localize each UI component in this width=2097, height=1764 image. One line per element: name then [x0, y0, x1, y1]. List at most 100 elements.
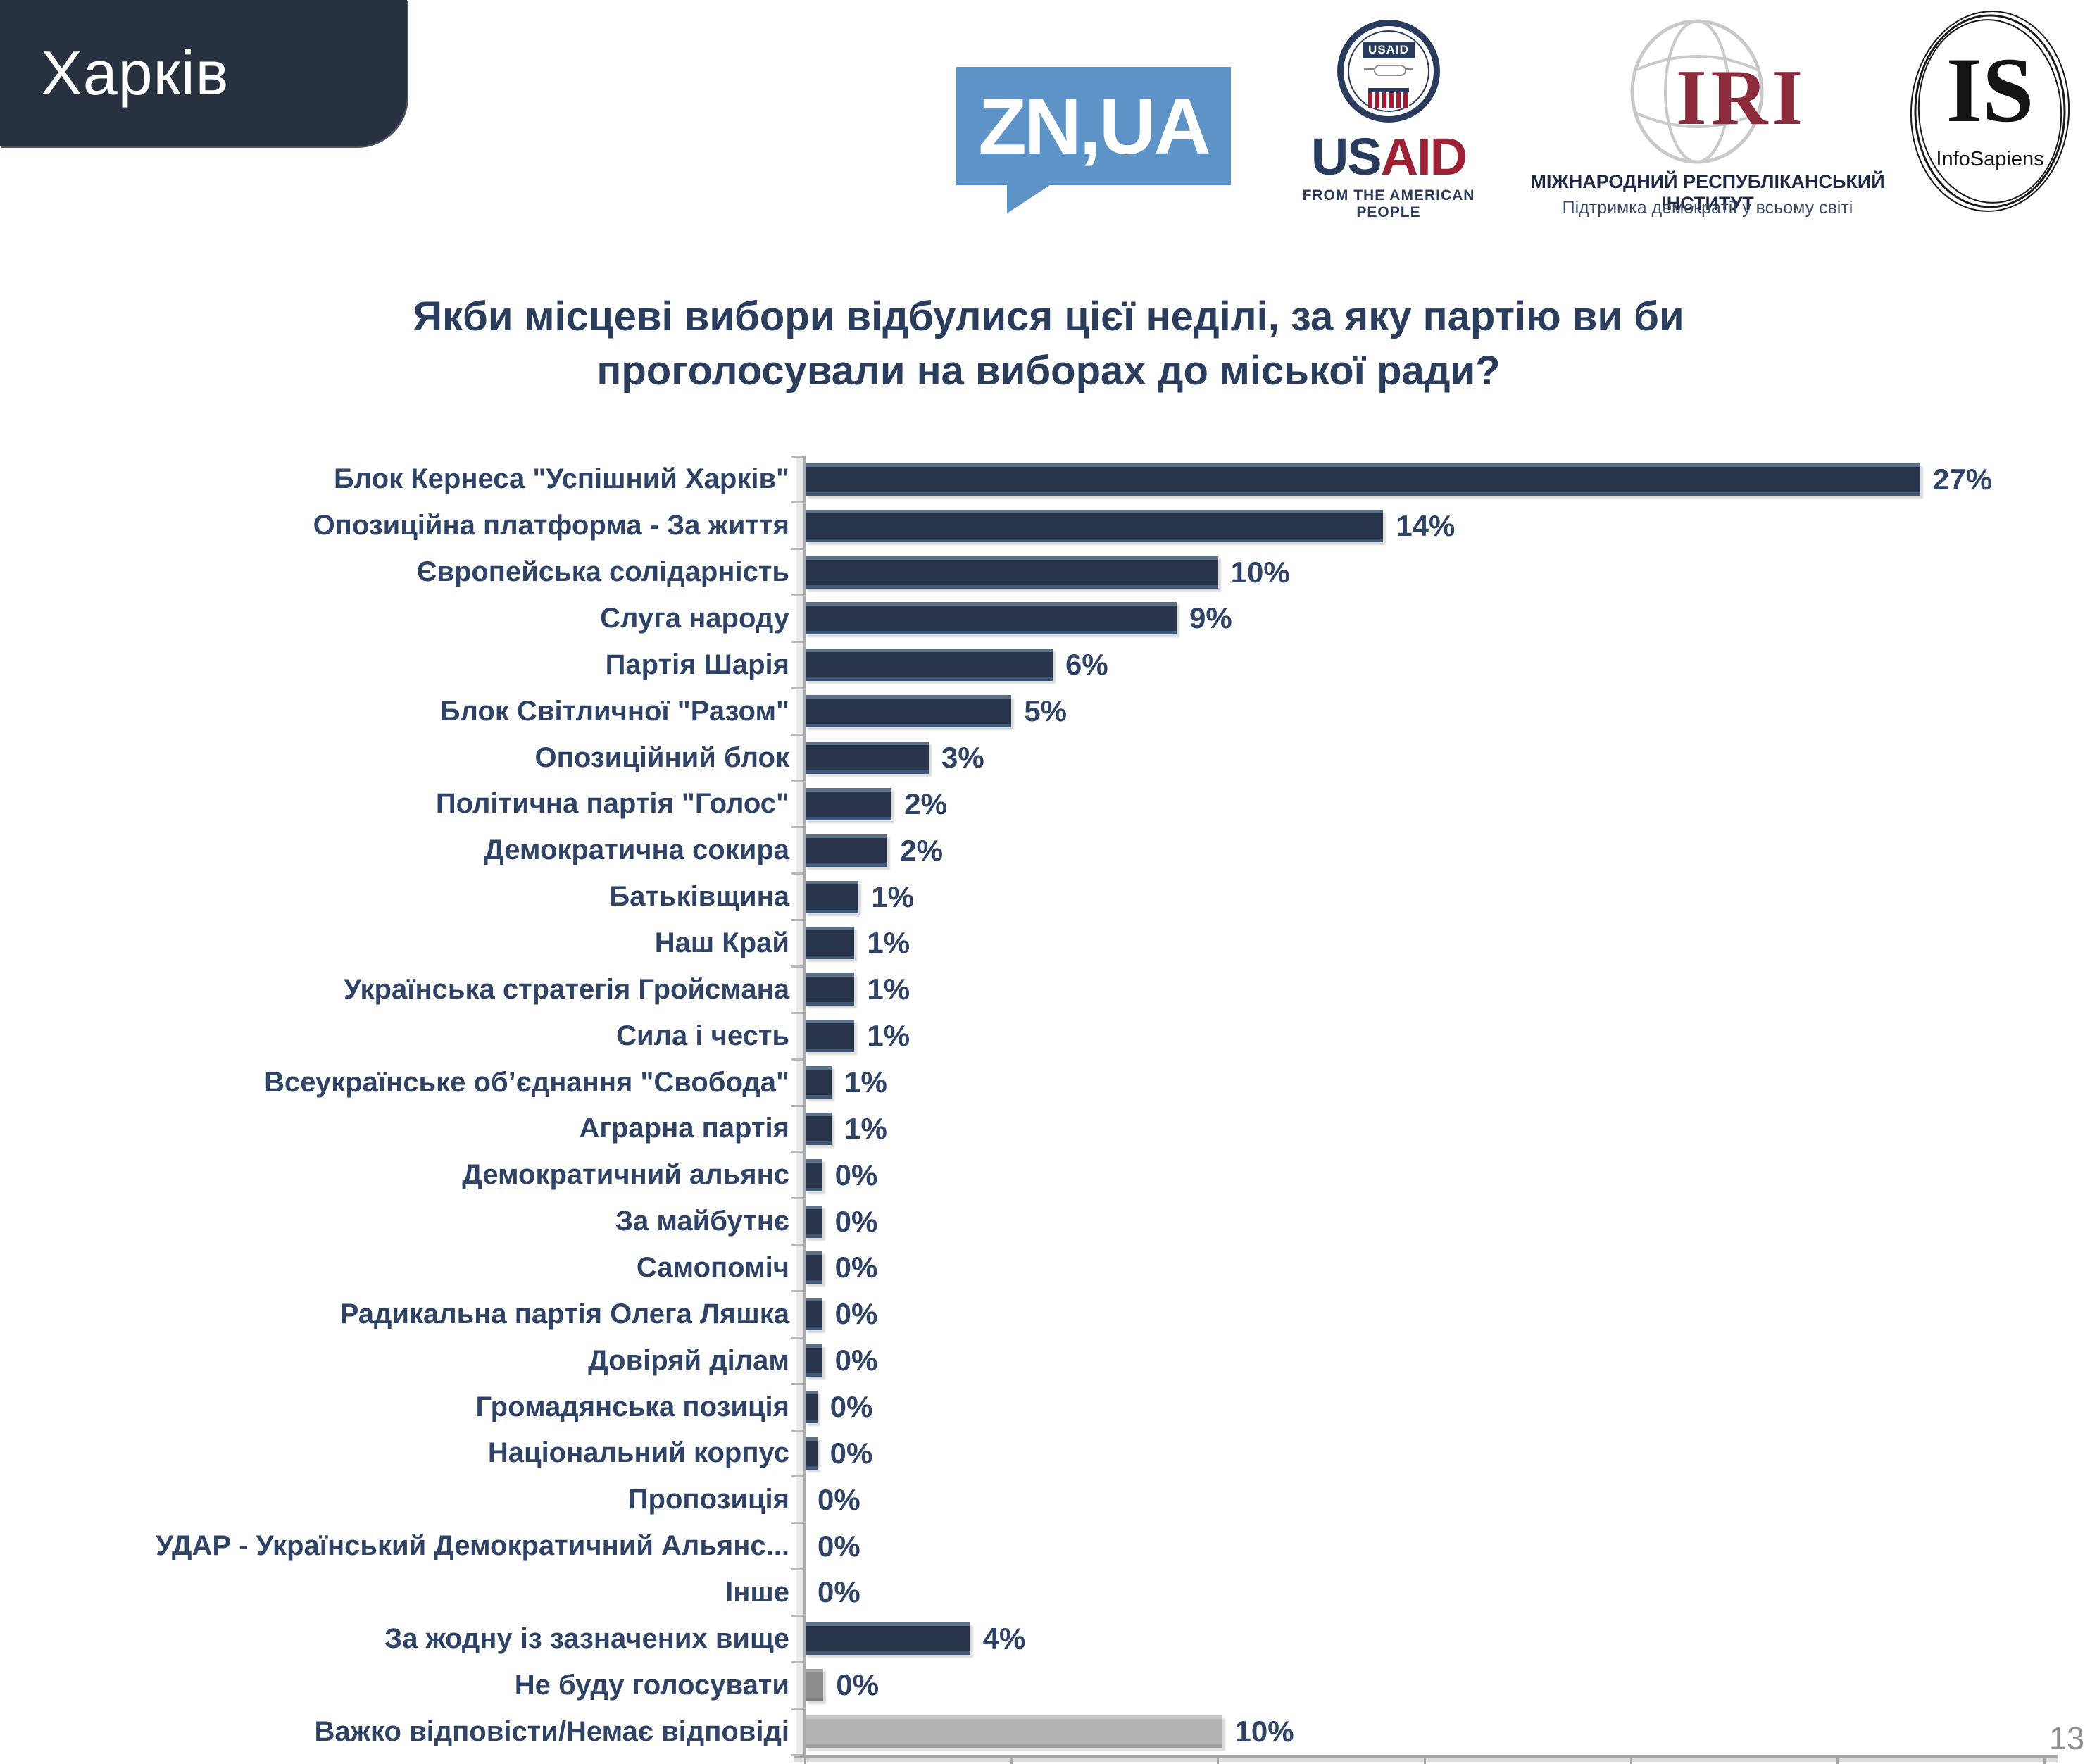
znua-logo-text: ZN,UA: [978, 82, 1210, 170]
category-label: Пропозиція: [627, 1484, 789, 1515]
category-label: Важко відповісти/Немає відповіді: [314, 1715, 789, 1747]
bar: [805, 1437, 818, 1470]
y-tick: [791, 965, 803, 968]
chart-row: Не буду голосувати 0%: [0, 1662, 2044, 1708]
y-tick: [791, 1058, 803, 1061]
value-label: 9%: [1189, 601, 1232, 635]
bar: [805, 1066, 832, 1099]
value-label: 0%: [834, 1297, 878, 1331]
usaid-wordmark-us: US: [1310, 127, 1382, 186]
row-plot: 0%: [805, 1245, 2044, 1291]
chart-row: Аграрна партія 1%: [0, 1106, 2044, 1152]
value-label: 4%: [982, 1622, 1026, 1656]
row-plot: 1%: [805, 874, 2044, 920]
page-title-line1: Якби місцеві вибори відбулися цієї неділ…: [413, 294, 1684, 339]
bar: [805, 602, 1177, 635]
row-plot: 14%: [805, 503, 2044, 549]
category-label: Національний корпус: [487, 1437, 789, 1469]
y-tick: [791, 1660, 803, 1663]
value-label: 1%: [844, 1065, 887, 1099]
chart-row: Довіряй ділам 0%: [0, 1337, 2044, 1384]
value-label: 14%: [1396, 508, 1456, 542]
row-plot: 3%: [805, 734, 2044, 781]
bar: [805, 509, 1384, 542]
chart-row: Національний корпус 0%: [0, 1430, 2044, 1477]
chart-row: Демократичний альянс 0%: [0, 1152, 2044, 1199]
chart-row: Блок Кернеса "Успішний Харків" 27%: [0, 456, 2044, 503]
y-tick: [791, 1336, 803, 1339]
row-plot: 0%: [805, 1384, 2044, 1430]
chart-row: Громадянська позиція 0%: [0, 1384, 2044, 1430]
page-title: Якби місцеві вибори відбулися цієї неділ…: [0, 290, 2097, 398]
y-tick: [791, 1104, 803, 1107]
city-badge: Харків: [0, 0, 407, 146]
x-tick: [1217, 1758, 1220, 1764]
chart-row: Демократична сокира 2%: [0, 827, 2044, 874]
chart-row: Європейська солідарність 10%: [0, 549, 2044, 596]
value-label: 27%: [1933, 462, 1993, 496]
page-title-line2: проголосували на виборах до міської ради…: [596, 347, 1501, 394]
value-label: 3%: [941, 741, 984, 775]
value-label: 5%: [1024, 694, 1068, 728]
infosapiens-abbr: IS: [1946, 38, 2034, 142]
bar: [805, 1391, 818, 1424]
iri-name: МІЖНАРОДНИЙ РЕСПУБЛІКАНСЬКИЙ ІНСТИТУТ: [1530, 171, 1885, 214]
x-tick: [1010, 1758, 1013, 1764]
chart-row: УДАР - Український Демократичний Альянс.…: [0, 1523, 2044, 1570]
category-label: Демократичний альянс: [462, 1159, 789, 1191]
row-plot: 0%: [805, 1570, 2044, 1616]
chart-row: Інше 0%: [0, 1570, 2044, 1616]
category-label: Слуга народу: [600, 602, 789, 634]
value-label: 1%: [867, 972, 910, 1006]
y-axis-halo: [796, 456, 803, 1758]
bar: [805, 1112, 832, 1145]
y-tick: [791, 1614, 803, 1617]
value-label: 1%: [844, 1111, 887, 1145]
znua-speech-tail-icon: [1007, 184, 1052, 213]
y-tick: [791, 1429, 803, 1432]
category-label: Опозиційний блок: [534, 742, 789, 773]
y-tick: [791, 1753, 803, 1756]
value-label: 0%: [830, 1436, 873, 1470]
value-label: 2%: [904, 787, 947, 820]
row-plot: 1%: [805, 1013, 2044, 1059]
category-label: Батьківщина: [609, 881, 789, 913]
bar: [805, 787, 892, 820]
category-label: Не буду голосувати: [514, 1669, 789, 1701]
value-label: 0%: [830, 1390, 873, 1424]
row-plot: 1%: [805, 1059, 2044, 1106]
chart-row: Опозиційний блок 3%: [0, 734, 2044, 781]
y-tick: [791, 1151, 803, 1153]
value-label: 10%: [1234, 1715, 1294, 1749]
category-label: Партія Шарія: [605, 649, 789, 680]
iri-tagline: Підтримка демократії у всьому світі: [1562, 198, 1853, 218]
row-plot: 1%: [805, 1106, 2044, 1152]
usaid-seal-icon: USAID: [1337, 20, 1440, 123]
value-label: 0%: [834, 1204, 878, 1238]
x-axis-shadow: [794, 1758, 2058, 1762]
bar: [805, 1020, 855, 1053]
y-tick: [791, 548, 803, 551]
globe-icon: [1630, 19, 1764, 164]
category-label: Демократична сокира: [484, 834, 789, 866]
row-plot: 0%: [805, 1152, 2044, 1199]
row-plot: 27%: [805, 456, 2044, 503]
value-label: 0%: [834, 1251, 878, 1284]
bar: [805, 1158, 822, 1191]
category-label: УДАР - Український Демократичний Альянс.…: [156, 1530, 789, 1562]
row-plot: 0%: [805, 1523, 2044, 1570]
x-tick: [1423, 1758, 1426, 1764]
value-label: 10%: [1230, 555, 1290, 589]
chart-row: За жодну із зазначених вище 4%: [0, 1615, 2044, 1662]
chart-row: Пропозиція 0%: [0, 1477, 2044, 1523]
row-plot: 2%: [805, 781, 2044, 827]
bar: [805, 927, 855, 960]
y-tick: [791, 919, 803, 922]
bar: [805, 1622, 970, 1656]
infosapiens-name: InfoSapiens: [1936, 148, 2044, 170]
value-label: 0%: [834, 1158, 878, 1191]
category-label: Довіряй ділам: [588, 1344, 789, 1376]
row-plot: 0%: [805, 1291, 2044, 1337]
y-tick: [791, 872, 803, 875]
bar: [805, 463, 1920, 496]
